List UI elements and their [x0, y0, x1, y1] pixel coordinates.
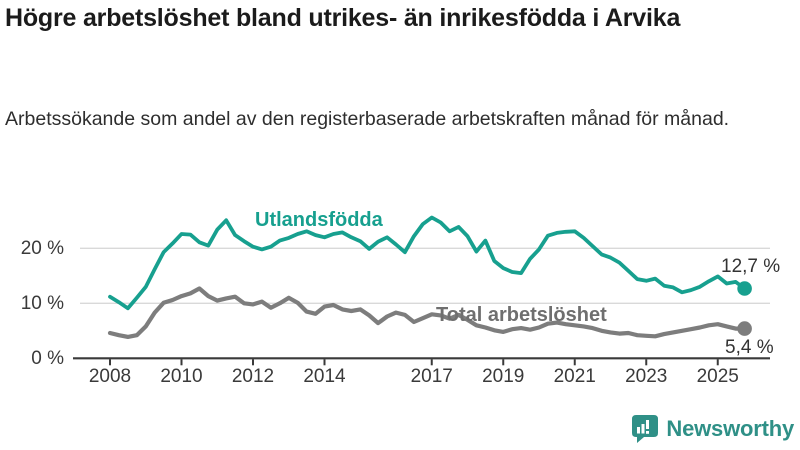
x-tick-label: 2017 [410, 366, 453, 387]
end-value-label-total: 5,4 % [725, 337, 774, 358]
x-tick-label: 2019 [482, 366, 525, 387]
y-tick-label: 0 % [31, 347, 64, 369]
x-tick-label: 2012 [231, 366, 275, 387]
series-label-total-arbetsloshet: Total arbetslöshet [436, 304, 607, 326]
x-tick-label: 2023 [625, 366, 668, 387]
x-tick-label: 2008 [88, 366, 132, 387]
y-tick-label: 10 % [20, 292, 64, 314]
y-tick-label: 20 % [20, 237, 64, 259]
newsworthy-logo: Newsworthy [631, 414, 794, 444]
series-label-utlandsfodda: Utlandsfödda [255, 209, 383, 231]
newsworthy-logo-text: Newsworthy [666, 416, 794, 441]
x-tick-label: 2014 [303, 366, 346, 387]
x-tick-label: 2010 [160, 366, 203, 387]
chart-subtitle: Arbetssökande som andel av den registerb… [5, 108, 730, 130]
newsworthy-logo-icon [632, 415, 659, 443]
x-tick-label: 2021 [553, 366, 596, 387]
page-title: Högre arbetslöshet bland utrikes- än inr… [5, 4, 681, 32]
end-value-label-utlandsfodda: 12,7 % [721, 256, 781, 277]
x-tick-label: 2025 [696, 366, 739, 387]
